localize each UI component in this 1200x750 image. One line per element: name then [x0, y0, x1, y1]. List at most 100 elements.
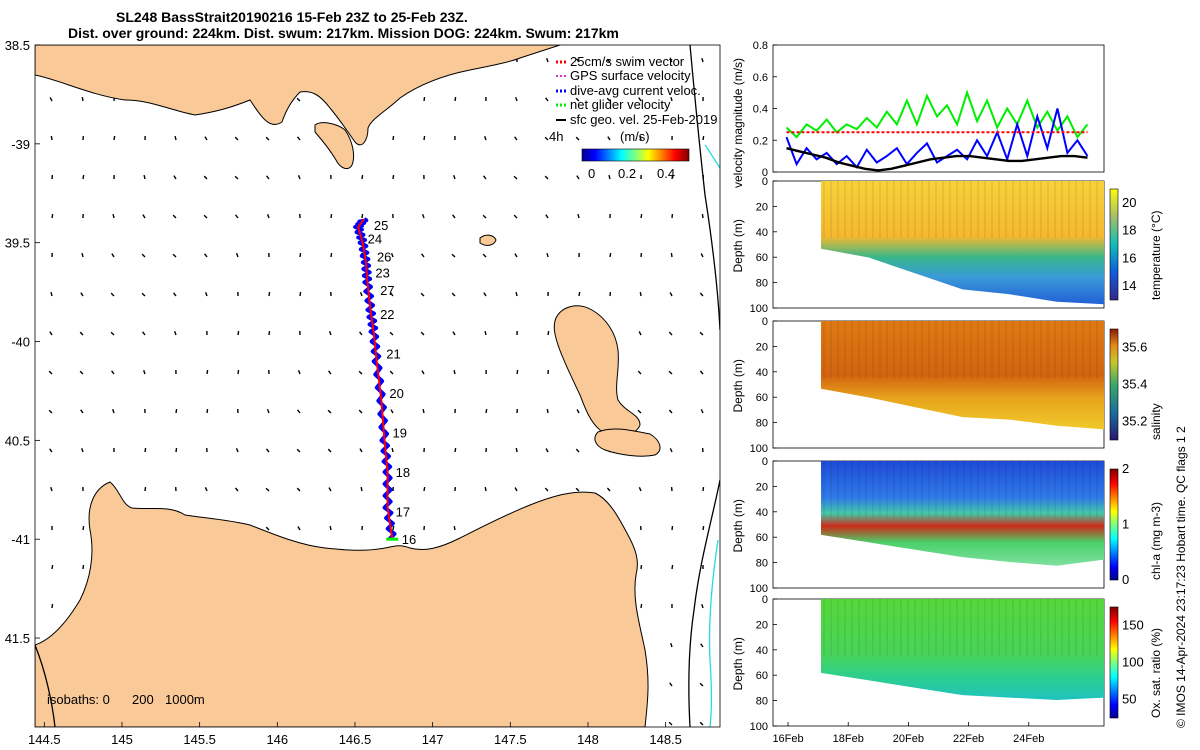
colorbar-tick-label: 1 — [1122, 517, 1129, 532]
depth-tick-label: 80 — [756, 558, 768, 570]
current-vector — [296, 97, 301, 102]
date-tick-label: 22Feb — [953, 733, 984, 745]
colorbar-tick-0-2: 0.2 — [618, 166, 636, 181]
swim-vector-track — [356, 218, 394, 540]
current-vector — [141, 292, 146, 297]
current-vector — [299, 291, 302, 297]
current-vector — [451, 292, 456, 297]
depth-tick-label: 80 — [756, 696, 768, 708]
day-label: 26 — [377, 250, 391, 265]
colorbar-tick-label: 150 — [1122, 618, 1144, 633]
profile-panel: 0 20 40 60 80 100 Depth (m) 50 100 150 Ox. sat. ra… — [731, 594, 1163, 733]
current-vector — [173, 330, 177, 336]
current-vector — [390, 409, 394, 414]
current-vector — [203, 214, 208, 219]
current-vector — [265, 136, 270, 141]
depth-tick-label: 60 — [756, 392, 768, 404]
depth-tick-label: 20 — [756, 341, 768, 353]
lat-tick-label: 39.5 — [5, 236, 30, 251]
speed-colorbar — [581, 148, 690, 162]
current-vector — [143, 174, 146, 180]
current-vector — [51, 564, 54, 570]
footer-credit: © IMOS 14-Apr-2024 23:17:23 Hobart time.… — [1174, 426, 1188, 728]
current-vector — [515, 96, 518, 102]
current-vector — [330, 252, 333, 258]
current-vector — [110, 331, 115, 336]
profile-data-field — [821, 321, 1104, 430]
legend-swim-vector: 25cm/s swim vector — [570, 54, 685, 69]
depth-tick-label: 40 — [756, 645, 768, 657]
colorbar-tick-label: 35.4 — [1122, 377, 1147, 392]
depth-tick-label: 80 — [756, 278, 768, 290]
current-vector — [358, 331, 363, 336]
current-vector — [359, 292, 363, 297]
current-vector — [235, 253, 239, 258]
current-vector — [206, 369, 209, 375]
depth-tick-label: 20 — [756, 201, 768, 213]
profile-panel: 0 20 40 60 80 100 Depth (m) 14 16 18 20 temperature… — [731, 176, 1163, 315]
current-vector — [544, 136, 549, 141]
current-vector — [699, 370, 704, 375]
current-vector — [606, 97, 611, 102]
current-vector — [637, 370, 642, 375]
velocity-series — [785, 89, 1089, 172]
date-tick-label: 18Feb — [833, 733, 864, 745]
current-vector — [452, 214, 456, 219]
current-vector — [453, 525, 456, 531]
velocity-axes — [772, 44, 1105, 173]
current-vector — [482, 253, 487, 258]
land-flinders-island — [553, 305, 641, 437]
land-kent-group — [479, 234, 497, 246]
current-vector — [361, 174, 364, 180]
current-vector — [50, 291, 53, 297]
colorbar-tick-label: 100 — [1122, 655, 1144, 670]
depth-tick-label: 100 — [750, 721, 768, 733]
depth-tick-label: 20 — [756, 619, 768, 631]
current-vector — [422, 408, 425, 414]
current-vector — [49, 97, 53, 102]
latitude-tick-labels: 38.5 -39 39.5 -40 40.5 -41 41.5 — [5, 38, 30, 646]
current-vector — [327, 448, 332, 453]
current-vector — [175, 408, 178, 414]
day-label: 21 — [386, 346, 400, 361]
colorbar-tick-label: 16 — [1122, 250, 1136, 265]
current-vector — [513, 175, 518, 180]
current-vector — [173, 175, 177, 180]
current-vector — [237, 330, 240, 336]
current-vector — [172, 253, 177, 258]
colorbar-unit-label: (m/s) — [620, 129, 650, 144]
current-vector — [360, 486, 363, 492]
velocity-panel: 0 0.2 0.4 0.6 0.8 velocity magnitude (m/s) — [731, 40, 1105, 188]
current-vector — [79, 370, 84, 375]
current-vector — [266, 214, 270, 219]
depth-tick-label: 40 — [756, 227, 768, 239]
current-vector — [50, 486, 53, 492]
current-vector — [48, 370, 53, 375]
depth-axis-label: Depth (m) — [731, 637, 745, 690]
colorbar-tick-label: 20 — [1122, 195, 1136, 210]
date-tick-label: 16Feb — [772, 733, 803, 745]
current-vector — [204, 253, 208, 258]
current-vector — [637, 58, 642, 63]
current-vector — [482, 214, 487, 219]
lon-tick-label: 145 — [111, 732, 133, 747]
colorbar-tick-label: 35.2 — [1122, 414, 1147, 429]
current-vector — [606, 487, 611, 492]
current-vector — [51, 213, 54, 219]
current-vector — [297, 175, 301, 180]
velocity-series-line — [785, 108, 1089, 169]
colorbar-tick-label: 35.6 — [1122, 340, 1147, 355]
current-vector — [638, 97, 642, 102]
profile-data-field — [821, 181, 1104, 305]
colorbar-tick-0: 0 — [588, 166, 595, 181]
dive-average-track — [353, 217, 397, 541]
colorbar-tick-label: 14 — [1122, 278, 1136, 293]
day-label: 25 — [374, 218, 388, 233]
current-vector — [701, 57, 704, 63]
current-vector — [110, 292, 115, 297]
current-vector — [234, 136, 239, 141]
lon-tick-label: 144.5 — [28, 732, 61, 747]
current-vector — [576, 175, 580, 180]
